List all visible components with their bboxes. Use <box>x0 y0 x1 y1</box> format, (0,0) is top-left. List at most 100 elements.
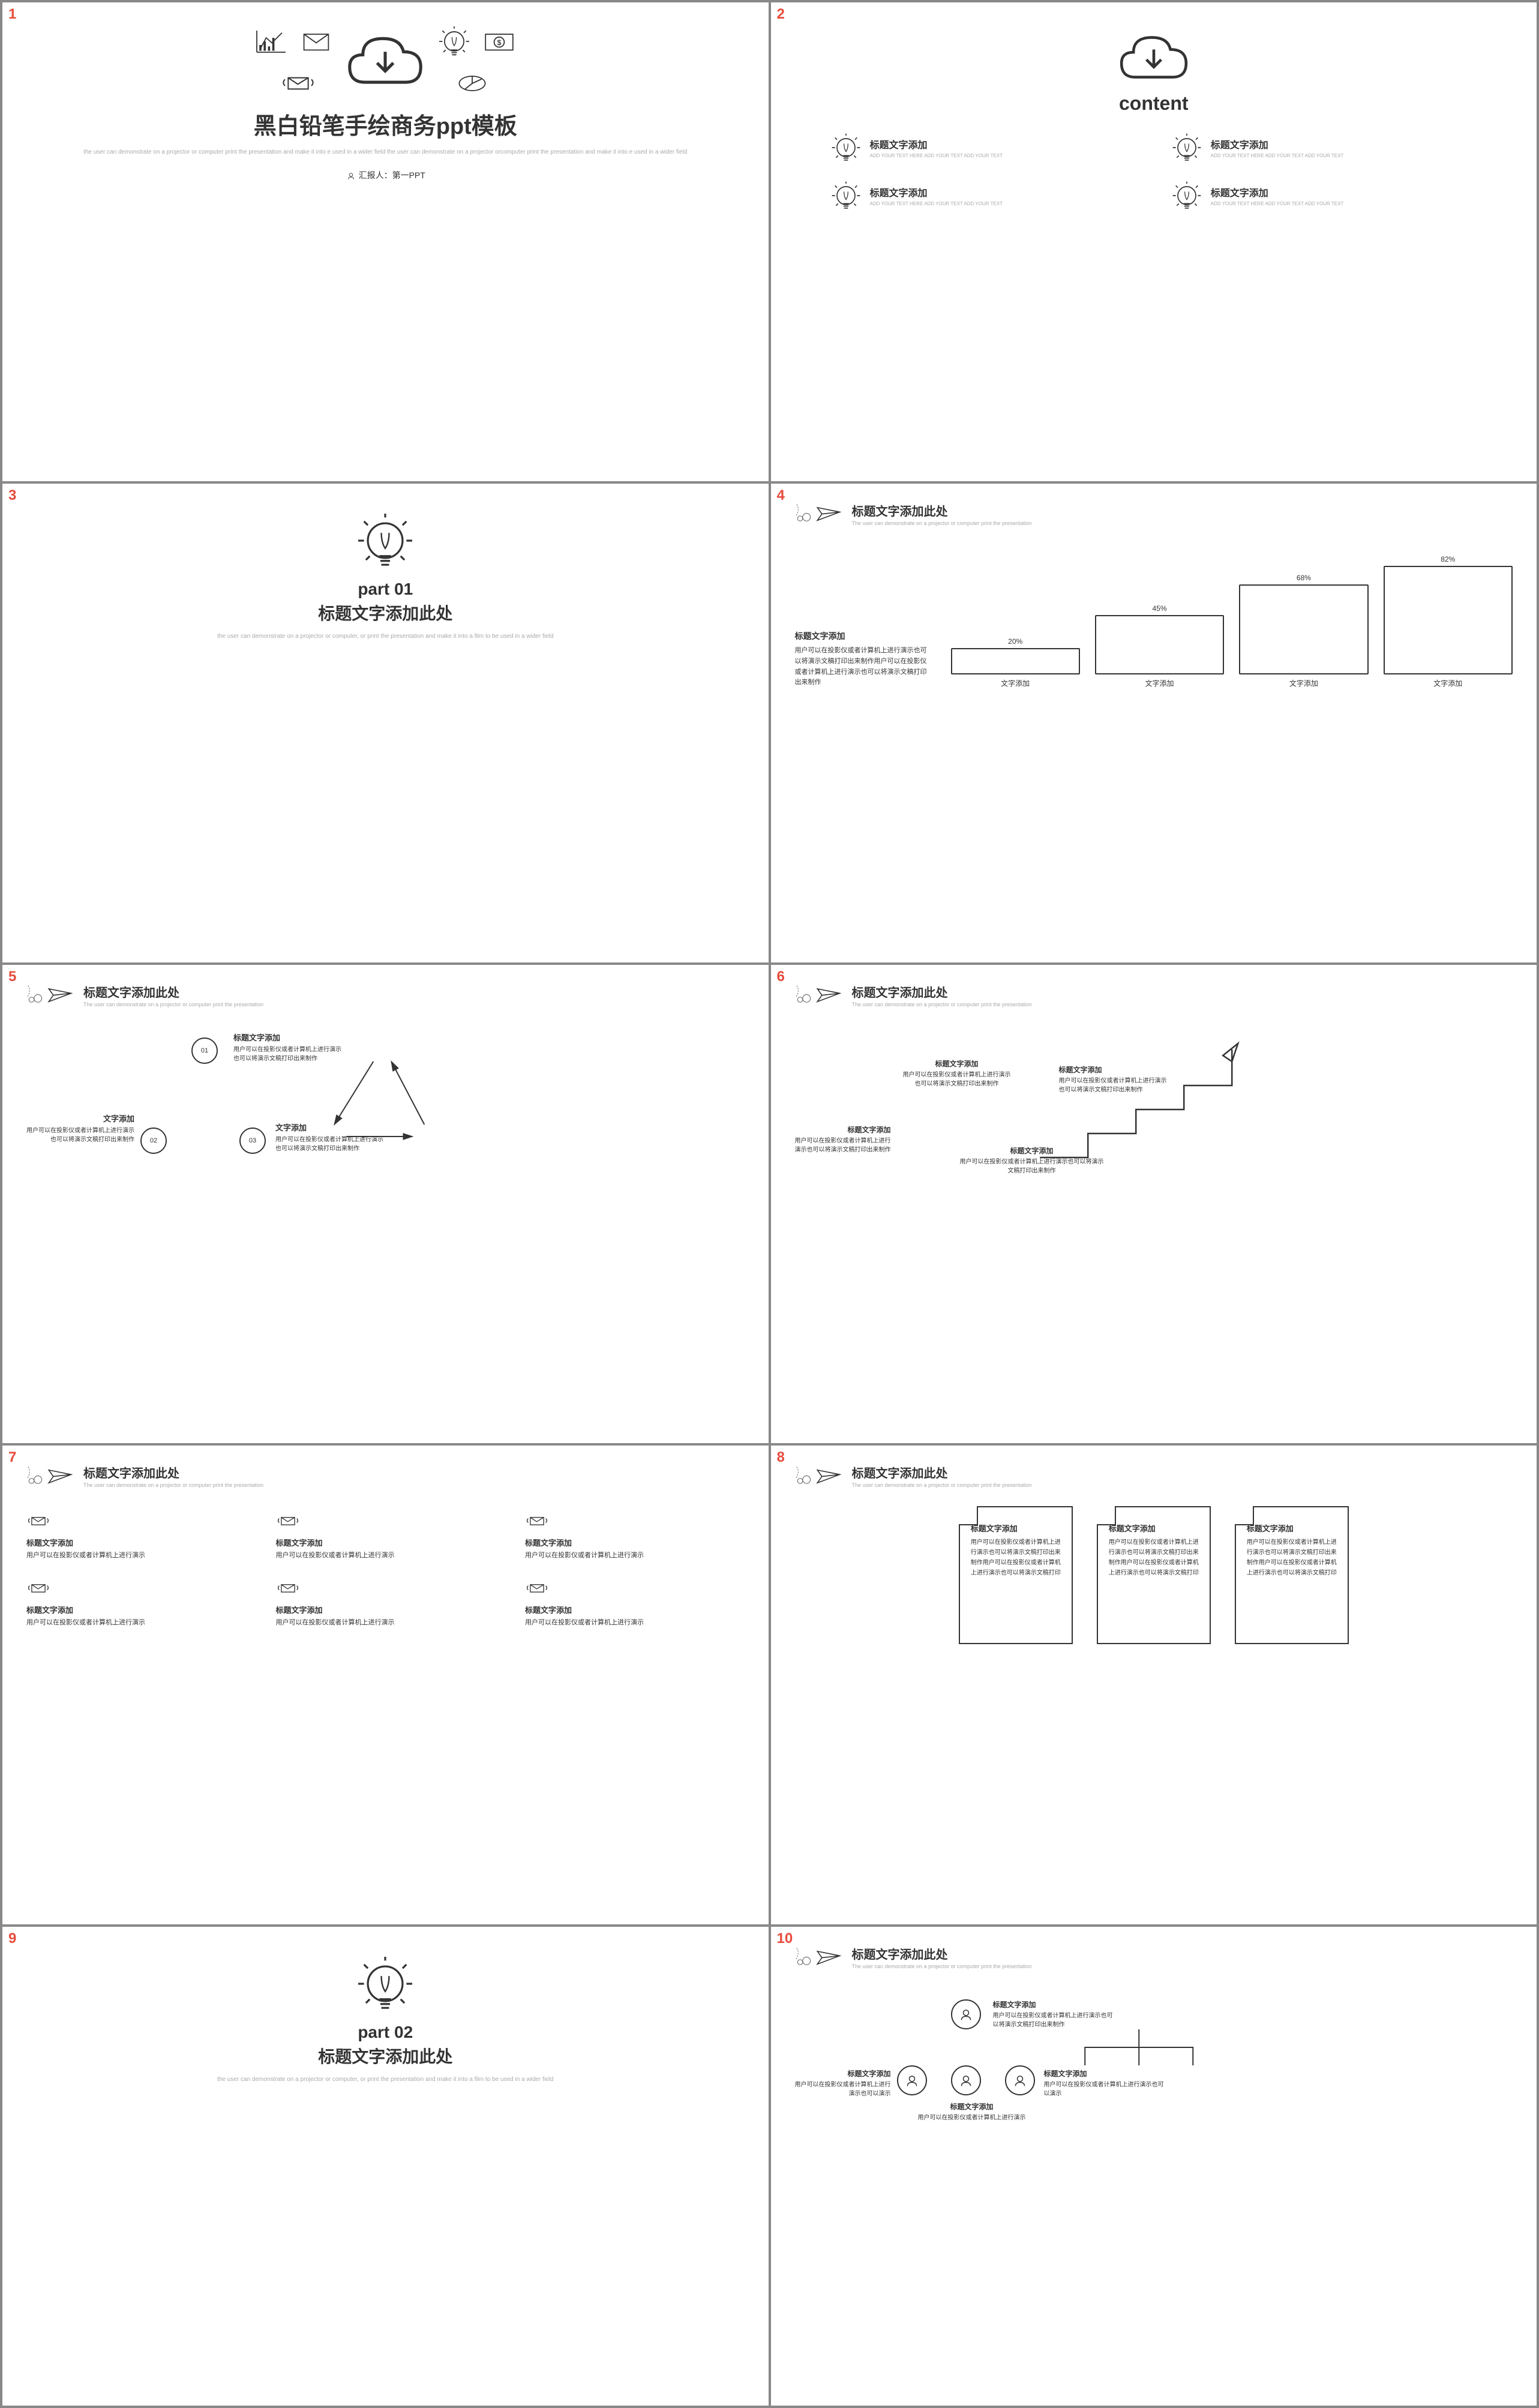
org-node <box>1005 2065 1035 2095</box>
feature-item: 标题文字添加 用户可以在投影仪或者计算机上进行演示 <box>276 1579 496 1629</box>
org-text: 标题文字添加用户可以在投影仪或者计算机上进行演示也可以演示 <box>795 2068 891 2098</box>
feature-body: 用户可以在投影仪或者计算机上进行演示 <box>525 1618 745 1629</box>
step-text: 标题文字添加用户可以在投影仪或者计算机上进行演示也可以将演示文稿打印出来制作 <box>1059 1064 1167 1094</box>
section-subtitle: the user can demonstrate on a projector … <box>26 632 745 641</box>
mail-wing-icon <box>26 1579 50 1597</box>
feature-body: 用户可以在投影仪或者计算机上进行演示 <box>276 1618 496 1629</box>
hero-icon-row-2 <box>26 68 745 98</box>
page-body: 用户可以在投影仪或者计算机上进行演示也可以将演示文稿打印出来制作用户可以在投影仪… <box>1247 1537 1337 1578</box>
mail-wing-icon <box>280 68 316 98</box>
slide-number: 10 <box>777 1930 793 1947</box>
feature-item: 标题文字添加 用户可以在投影仪或者计算机上进行演示 <box>525 1512 745 1561</box>
page-body: 用户可以在投影仪或者计算机上进行演示也可以将演示文稿打印出来制作用户可以在投影仪… <box>971 1537 1061 1578</box>
content-item: 标题文字添加ADD YOUR TEXT HERE ADD YOUR TEXT A… <box>831 181 1136 211</box>
page-card: 标题文字添加用户可以在投影仪或者计算机上进行演示也可以将演示文稿打印出来制作用户… <box>1235 1506 1349 1644</box>
slide-number: 4 <box>777 487 785 504</box>
chart-icon <box>253 26 289 56</box>
org-text: 标题文字添加用户可以在投影仪或者计算机上进行演示也可以将演示文稿打印出来制作 <box>993 1999 1113 2029</box>
page-title: 标题文字添加 <box>1109 1522 1199 1534</box>
slide-9: 9 part 02 标题文字添加此处 the user can demonstr… <box>2 1927 769 2406</box>
cycle-node: 02 <box>140 1127 167 1154</box>
envelope-icon <box>298 26 334 56</box>
slide-10: 10 标题文字添加此处The user can demonstrate on a… <box>771 1927 1537 2406</box>
slide-8: 8 标题文字添加此处The user can demonstrate on a … <box>771 1446 1537 1924</box>
bar-category: 文字添加 <box>1001 678 1030 688</box>
slide-header: 标题文字添加此处The user can demonstrate on a pr… <box>26 1464 745 1488</box>
feature-body: 用户可以在投影仪或者计算机上进行演示 <box>26 1551 246 1561</box>
org-text: 标题文字添加用户可以在投影仪或者计算机上进行演示也可以演示 <box>1044 2068 1164 2098</box>
org-text: 标题文字添加用户可以在投影仪或者计算机上进行演示 <box>912 2101 1032 2122</box>
step-text: 标题文字添加用户可以在投影仪或者计算机上进行演示也可以将演示文稿打印出来制作 <box>903 1058 1011 1088</box>
section-title: 标题文字添加此处 <box>26 601 745 625</box>
feature-title: 标题文字添加 <box>525 1604 745 1615</box>
slide-header: 标题文字添加此处The user can demonstrate on a pr… <box>26 983 745 1007</box>
feature-title: 标题文字添加 <box>276 1604 496 1615</box>
mail-wing-icon <box>276 1579 300 1597</box>
step-text: 标题文字添加用户可以在投影仪或者计算机上进行演示也可以将演示文稿打印出来制作 <box>960 1145 1104 1175</box>
paper-plane-icon <box>26 983 74 1007</box>
cycle-node: 03 <box>239 1127 266 1154</box>
bar: 68% 文字添加 <box>1239 574 1368 688</box>
org-node <box>951 2065 981 2095</box>
svg-text:$: $ <box>497 38 502 47</box>
paper-plane-icon <box>795 1945 843 1969</box>
pie-icon <box>454 68 490 98</box>
feature-title: 标题文字添加 <box>525 1537 745 1548</box>
main-title: 黑白铅笔手绘商务ppt模板 <box>26 107 745 140</box>
content-item: 标题文字添加ADD YOUR TEXT HERE ADD YOUR TEXT A… <box>831 133 1136 163</box>
page-card: 标题文字添加用户可以在投影仪或者计算机上进行演示也可以将演示文稿打印出来制作用户… <box>959 1506 1073 1644</box>
triangle-diagram: 01 02 03 标题文字添加用户可以在投影仪或者计算机上进行演示也可以将演示文… <box>26 1019 745 1187</box>
bar-rect <box>1384 566 1513 674</box>
presenter: 汇报人：第一PPT <box>26 169 745 182</box>
bar-rect <box>1239 584 1368 674</box>
money-icon: $ <box>481 26 517 56</box>
page-body: 用户可以在投影仪或者计算机上进行演示也可以将演示文稿打印出来制作用户可以在投影仪… <box>1109 1537 1199 1578</box>
content-item: 标题文字添加ADD YOUR TEXT HERE ADD YOUR TEXT A… <box>1172 181 1477 211</box>
slide-number: 8 <box>777 1449 785 1466</box>
mail-wing-icon <box>525 1579 549 1597</box>
bar-rect <box>1095 615 1224 674</box>
cycle-text: 文字添加用户可以在投影仪或者计算机上进行演示也可以将演示文稿打印出来制作 <box>275 1121 383 1153</box>
bulb-icon <box>436 26 472 56</box>
org-node <box>951 1999 981 2029</box>
slide-3: 3 part 01 标题文字添加此处 the user can demonstr… <box>2 484 769 962</box>
section-title: 标题文字添加此处 <box>26 2044 745 2068</box>
slide-header: 标题文字添加此处The user can demonstrate on a pr… <box>795 1464 1513 1488</box>
feature-body: 用户可以在投影仪或者计算机上进行演示 <box>26 1618 246 1629</box>
paper-plane-icon <box>795 983 843 1007</box>
slide-number: 7 <box>8 1449 16 1466</box>
paper-plane-icon <box>795 1464 843 1488</box>
slide-number: 2 <box>777 6 785 23</box>
bulb-icon <box>831 181 861 211</box>
slide-5: 5 标题文字添加此处The user can demonstrate on a … <box>2 965 769 1444</box>
page-title: 标题文字添加 <box>971 1522 1061 1534</box>
cycle-text: 文字添加用户可以在投影仪或者计算机上进行演示也可以将演示文稿打印出来制作 <box>26 1112 134 1144</box>
feature-item: 标题文字添加 用户可以在投影仪或者计算机上进行演示 <box>26 1512 246 1561</box>
bar: 20% 文字添加 <box>951 637 1080 688</box>
bar-rect <box>951 648 1080 674</box>
section-subtitle: the user can demonstrate on a projector … <box>26 2075 745 2084</box>
slide-2: 2 content 标题文字添加ADD YOUR TEXT HERE ADD Y… <box>771 2 1537 481</box>
slide-7: 7 标题文字添加此处The user can demonstrate on a … <box>2 1446 769 1924</box>
slide-number: 3 <box>8 487 16 504</box>
mail-wing-icon <box>525 1512 549 1530</box>
bulb-icon <box>1172 133 1202 163</box>
bar-category: 文字添加 <box>1433 678 1462 688</box>
cloud-download-icon <box>1112 26 1196 86</box>
slide-header: 标题文字添加此处The user can demonstrate on a pr… <box>795 983 1513 1007</box>
slide-number: 5 <box>8 968 16 985</box>
staircase-diagram: 标题文字添加用户可以在投影仪或者计算机上进行演示也可以将演示文稿打印出来制作 标… <box>795 1019 1513 1187</box>
feature-item: 标题文字添加 用户可以在投影仪或者计算机上进行演示 <box>525 1579 745 1629</box>
bulb-icon <box>831 133 861 163</box>
paper-plane-icon <box>26 1464 74 1488</box>
mail-wing-icon <box>276 1512 300 1530</box>
org-node <box>897 2065 927 2095</box>
bar-category: 文字添加 <box>1289 678 1318 688</box>
bar: 45% 文字添加 <box>1095 604 1224 688</box>
slide-4: 4 标题文字添加此处The user can demonstrate on a … <box>771 484 1537 962</box>
slide-number: 9 <box>8 1930 16 1947</box>
bulb-icon <box>1172 181 1202 211</box>
page-cards: 标题文字添加用户可以在投影仪或者计算机上进行演示也可以将演示文稿打印出来制作用户… <box>795 1506 1513 1644</box>
slide-number: 6 <box>777 968 785 985</box>
chart-description: 标题文字添加 用户可以在投影仪或者计算机上进行演示也可以将演示文稿打印出来制作用… <box>795 630 927 688</box>
